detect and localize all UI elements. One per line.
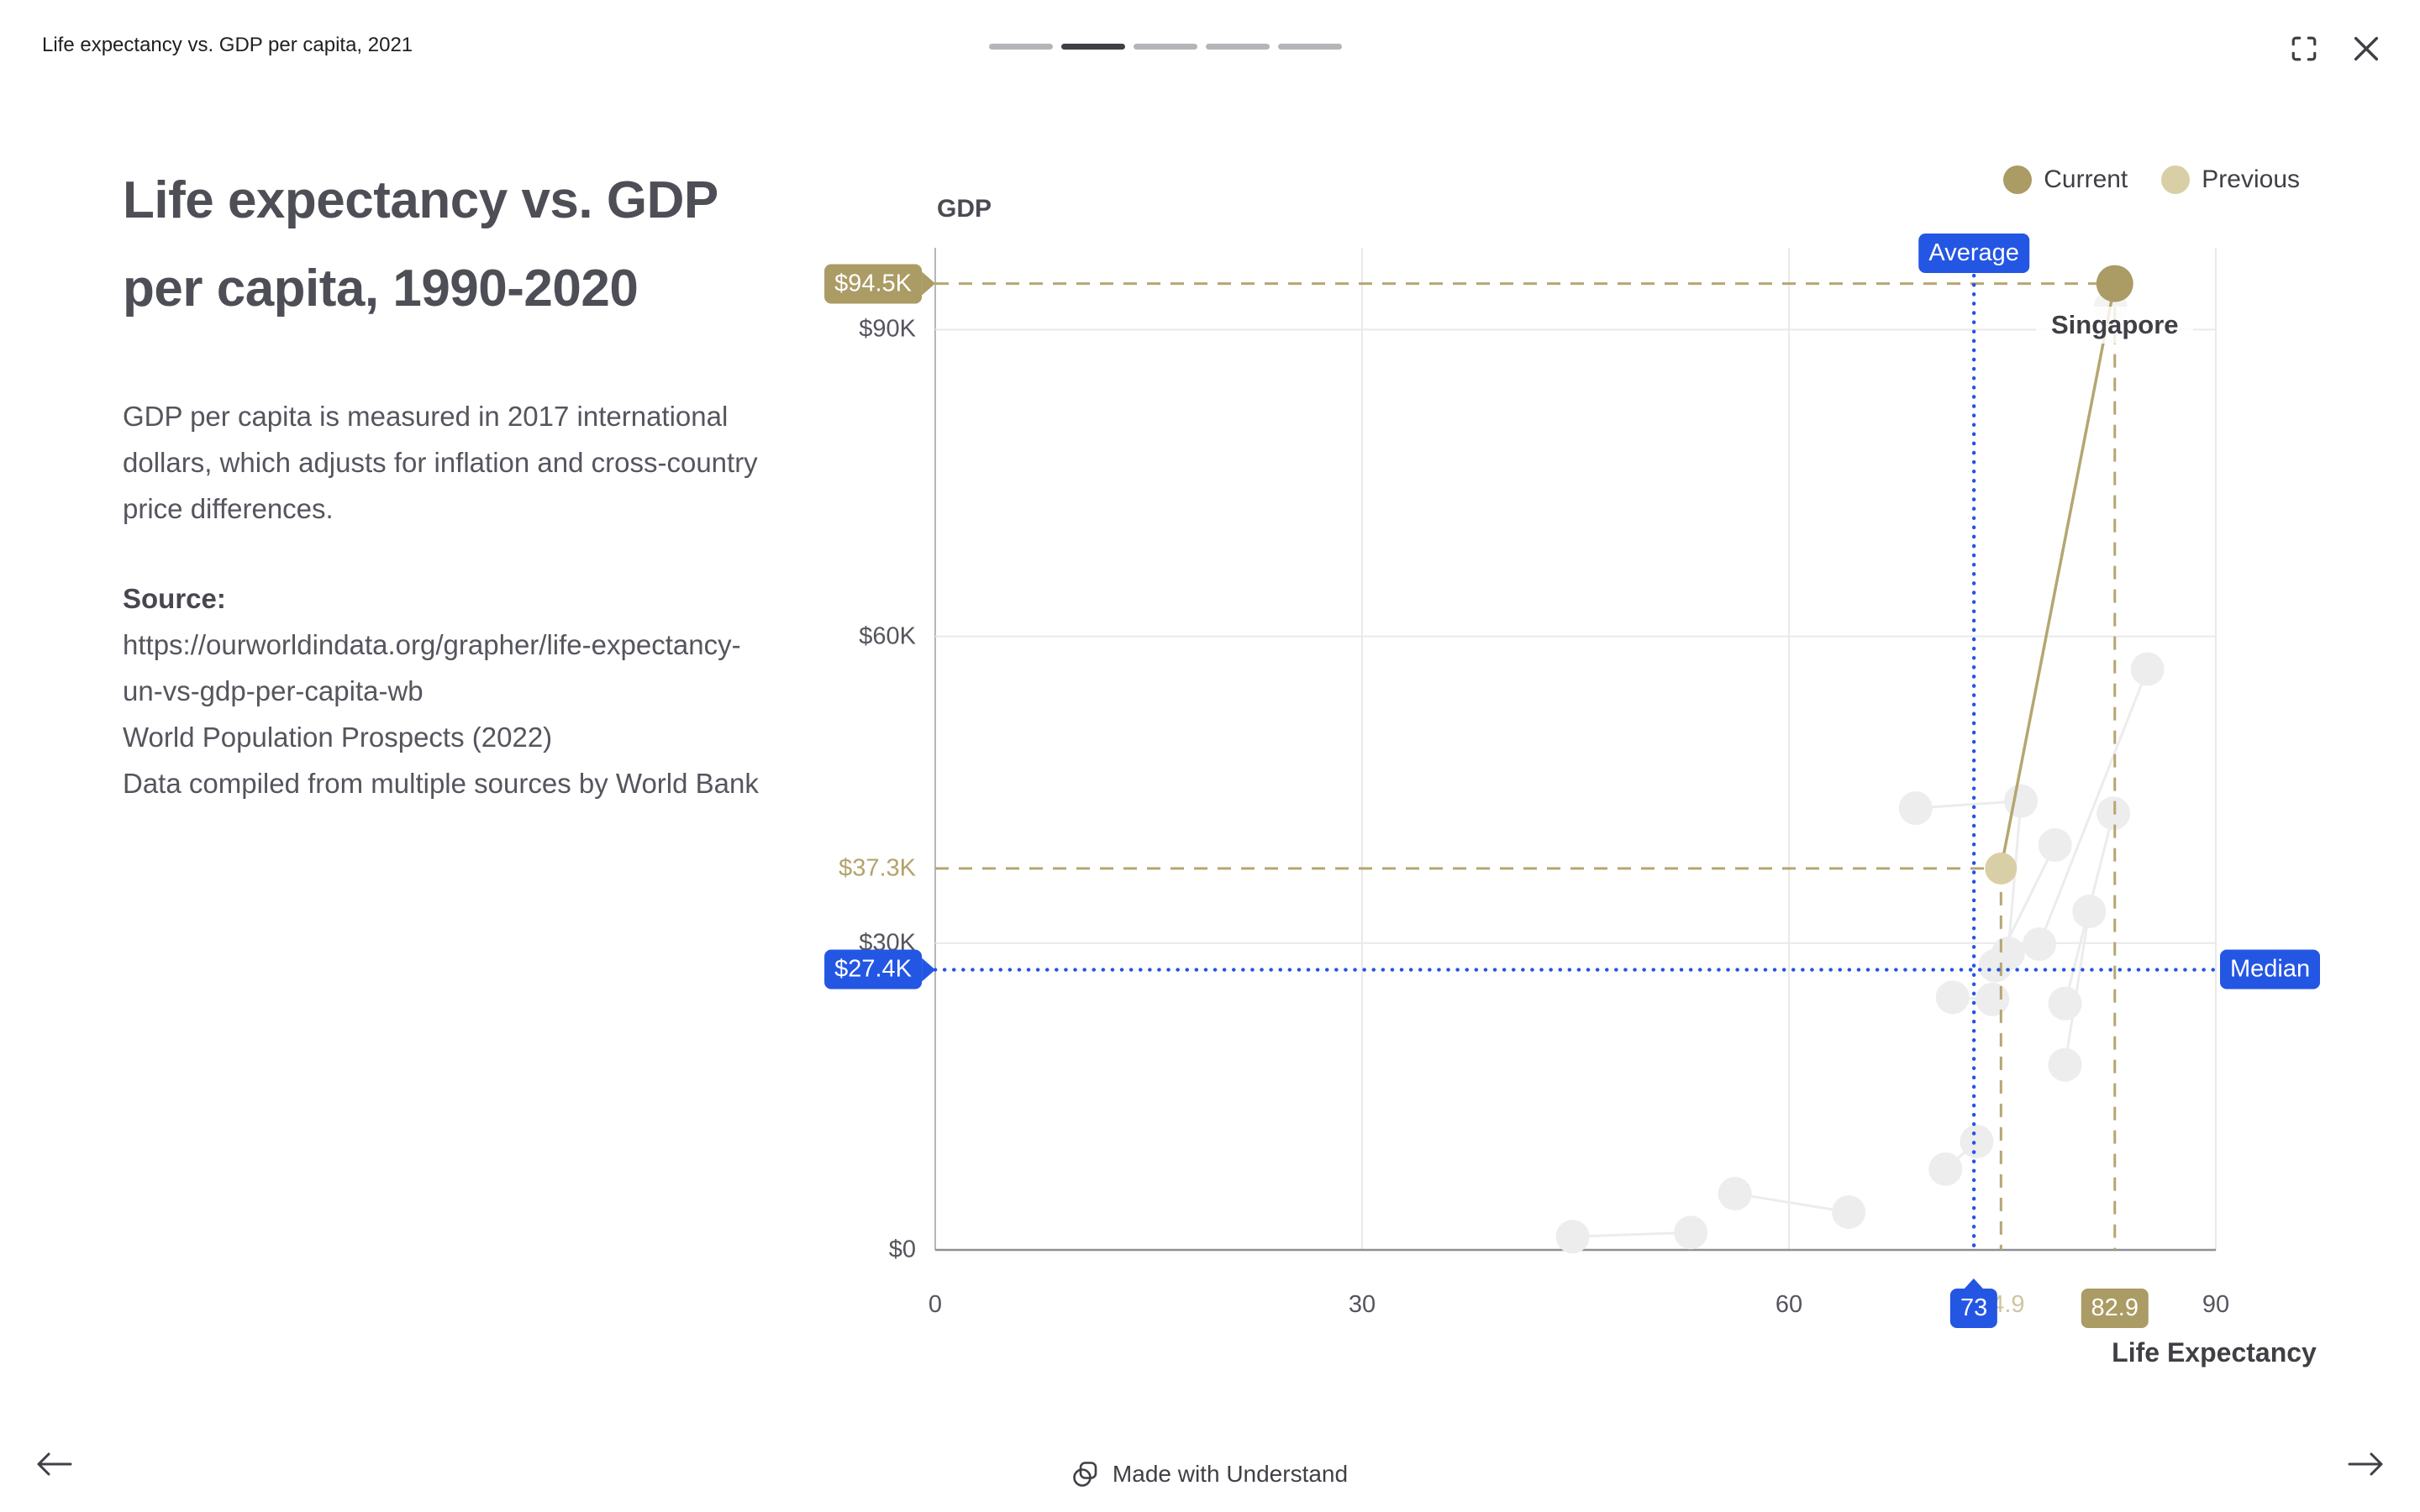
progress-segment-5[interactable] [1278,44,1342,50]
chart-legend: Current Previous [2003,165,2300,194]
country-point [1991,936,2025,970]
slide-title: Life expectancy vs. GDP per capita, 2021 [42,34,413,56]
current-point-singapore [2096,265,2133,302]
description-text: GDP per capita is measured in 2017 inter… [123,401,758,524]
arrow-left-icon [37,1452,72,1476]
previous-point [1985,852,2018,885]
slide-progress-bar [989,44,1342,50]
source-line: Data compiled from multiple sources by W… [123,768,759,799]
country-point [1960,1124,1994,1158]
badge-arrow-right [922,271,935,296]
page-title: Life expectancy vs. GDP per capita, 1990… [123,171,718,318]
text-panel: Life expectancy vs. GDP per capita, 1990… [123,156,760,806]
country-point [2130,652,2165,686]
country-point [2023,927,2057,962]
legend-item-previous[interactable]: Previous [2161,165,2300,194]
previous-slide-button[interactable] [35,1452,72,1481]
close-icon [2354,36,2379,61]
median-label-badge: Median [2220,949,2321,990]
legend-swatch [2161,165,2191,194]
understand-logo-icon [1073,1462,1097,1487]
plot-area [933,248,2218,1254]
source-label: Source: [123,583,226,614]
median-gdp-badge: $27.4K [824,949,935,990]
y-axis-title: GDP [937,195,992,223]
previous-gdp-label: $37.3K [839,854,916,882]
progress-segment-4[interactable] [1206,44,1270,50]
country-point [1975,982,2010,1016]
arrow-right-icon [2348,1452,2383,1476]
country-point [1928,1152,1963,1186]
x-tick-label: 30 [1348,1291,1376,1318]
legend-swatch [2003,165,2033,194]
source-lines: https://ourworldindata.org/grapher/life-… [123,622,760,806]
legend-item-current[interactable]: Current [2003,165,2128,194]
current-gdp-badge: $94.5K [824,264,935,304]
legend-label: Current [2044,165,2128,193]
country-point [2004,784,2039,818]
country-point [2072,895,2107,929]
x-axis-title: Life Expectancy [2112,1337,2317,1368]
fullscreen-icon [2291,36,2317,61]
country-point [2048,1047,2082,1082]
y-tick-label: $0 [888,1236,916,1263]
fullscreen-button[interactable] [2287,32,2321,66]
current-x-badge: 82.9 [2081,1289,2149,1328]
country-point [1674,1215,1708,1250]
average-x-badge: 73 [1949,1278,1998,1328]
badge-arrow-up [1965,1278,1984,1289]
country-point [2038,827,2072,862]
scatter-plot [933,248,2218,1254]
progress-segment-3[interactable] [1134,44,1197,50]
legend-label: Previous [2202,165,2300,193]
made-with-text: Made with Understand [1112,1461,1349,1487]
progress-segment-2[interactable] [1061,44,1125,50]
x-tick-label: 0 [928,1291,943,1318]
next-slide-button[interactable] [2348,1452,2385,1481]
country-point [2096,796,2131,831]
badge-arrow-right [922,958,935,982]
country-point [1555,1220,1590,1254]
source-block: Source: https://ourworldindata.org/graph… [123,575,760,806]
source-line: World Population Prospects (2022) [123,722,553,753]
x-tick-label: 90 [2202,1291,2230,1318]
point-label-singapore: Singapore [2035,306,2194,344]
close-button[interactable] [2349,32,2383,66]
country-point [2048,986,2082,1021]
country-point [1935,980,1970,1015]
country-point [1898,791,1933,826]
progress-segment-1[interactable] [989,44,1053,50]
source-line: https://ourworldindata.org/grapher/life-… [123,629,741,706]
header-icons [2287,32,2383,66]
average-label-badge: Average [1918,234,2029,273]
x-tick-label: 60 [1775,1291,1803,1318]
y-tick-label: $90K [859,315,916,343]
y-tick-label: $60K [859,622,916,650]
made-with-link[interactable]: Made with Understand [0,1460,2420,1488]
country-point [1832,1194,1866,1229]
country-point [1718,1177,1752,1211]
